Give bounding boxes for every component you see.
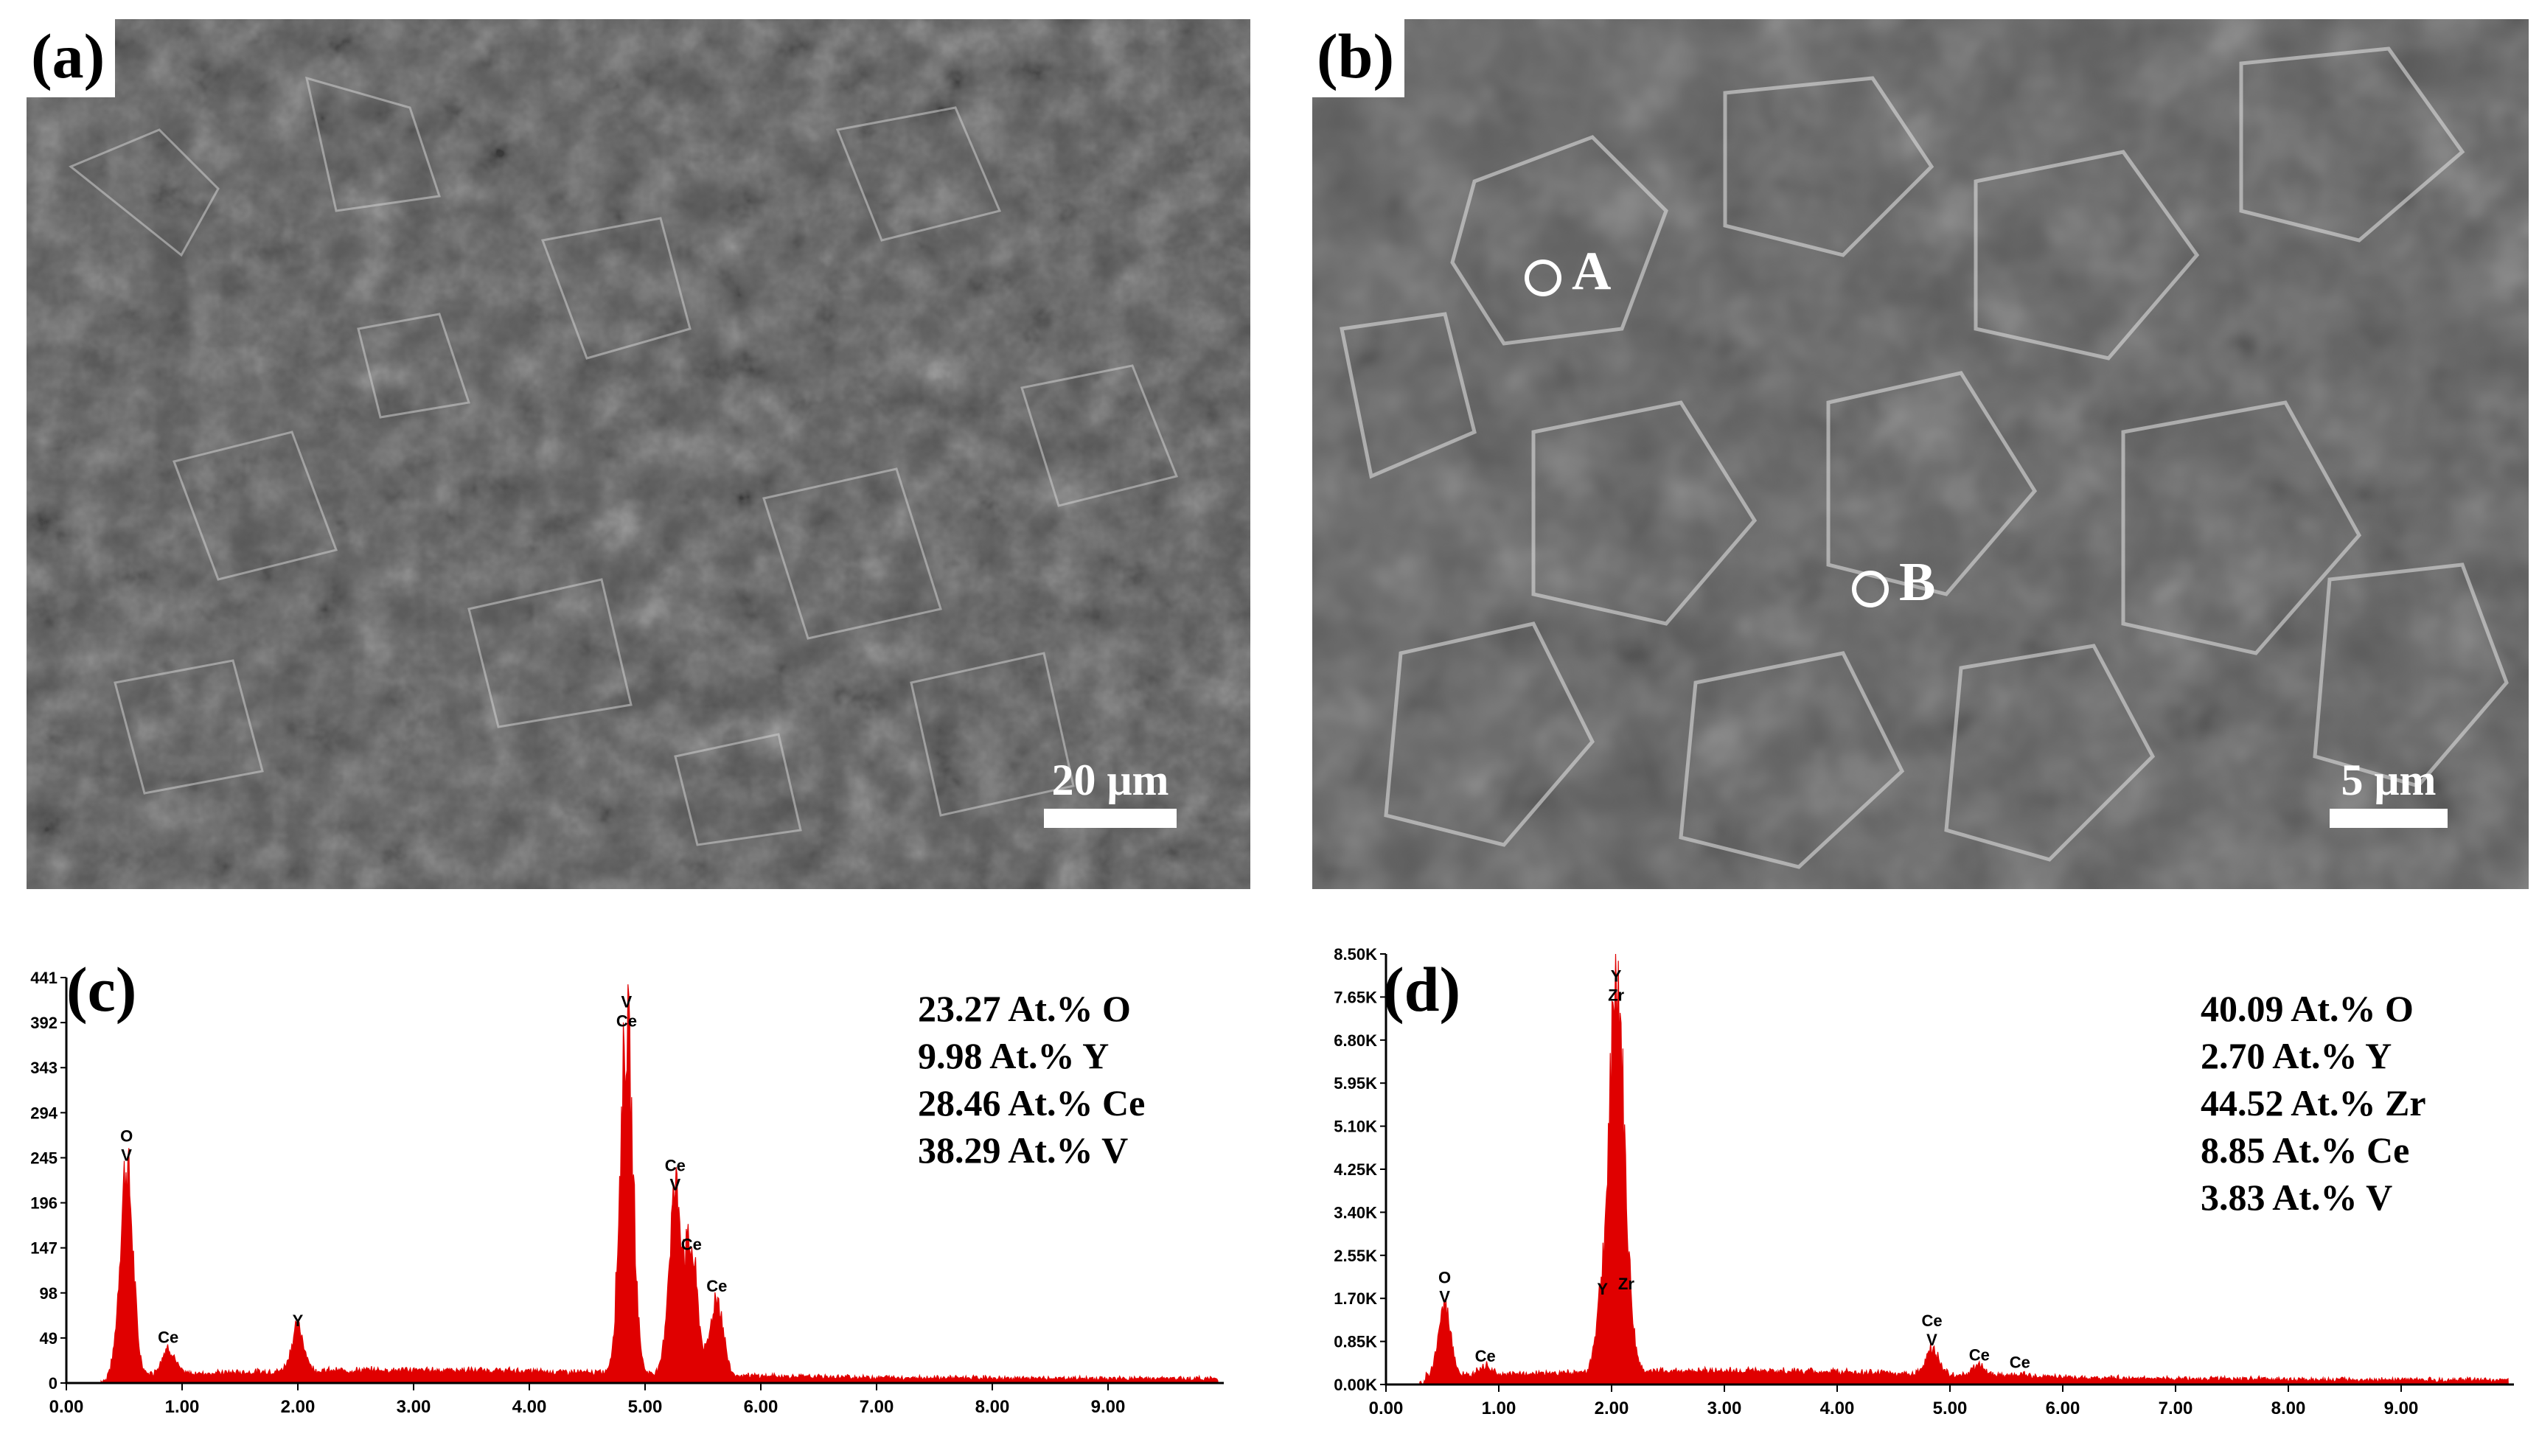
x-tick-label: 2.00: [281, 1397, 316, 1417]
x-tick-label: 4.00: [512, 1397, 547, 1417]
y-tick-label: 245: [30, 1149, 58, 1167]
x-tick-label: 6.00: [744, 1397, 779, 1417]
peak-label: O: [120, 1127, 133, 1146]
composition-line: 3.83 At.% V: [2201, 1177, 2393, 1218]
y-tick-label: 3.40K: [1334, 1203, 1377, 1222]
panel-label-b: (b): [1312, 19, 1405, 97]
x-tick-label: 8.00: [975, 1397, 1010, 1417]
y-tick-label: 7.65K: [1334, 988, 1377, 1006]
y-tick-label: 0: [49, 1374, 58, 1393]
y-tick-label: 294: [30, 1104, 58, 1122]
x-tick-label: 1.00: [165, 1397, 200, 1417]
eds-spectrum-d: 0.00 1.00 2.00 3.00 4.00 5.00 6.00 7.00 8.00 9.00…: [1305, 926, 2521, 1435]
spectrum-area: [100, 984, 1219, 1384]
x-tick-label: 7.00: [2159, 1398, 2193, 1418]
composition-line: 38.29 At.% V: [918, 1129, 1129, 1171]
scalebar-b-bar: [2330, 809, 2448, 828]
sem-image-a: (a) 20 μm: [27, 19, 1250, 889]
x-tick-label: 0.00: [1369, 1398, 1404, 1418]
peak-label: Ce: [706, 1277, 727, 1295]
scalebar-a: 20 μm: [1044, 755, 1177, 828]
y-tick-label: 4.25K: [1334, 1160, 1377, 1179]
y-tick-label: 2.55K: [1334, 1247, 1377, 1265]
peak-label: Ce: [665, 1157, 686, 1175]
y-tick-label: 5.10K: [1334, 1118, 1377, 1136]
y-tick-label: 8.50K: [1334, 945, 1377, 964]
scalebar-b: 5 μm: [2330, 755, 2448, 828]
y-tick-label: 343: [30, 1059, 58, 1077]
y-tick-label: 196: [30, 1194, 58, 1213]
peak-label: Ce: [681, 1236, 702, 1254]
y-tick-label: 1.70K: [1334, 1289, 1377, 1308]
x-tick-label: 5.00: [1933, 1398, 1968, 1418]
peak-label: Ce: [616, 1012, 637, 1031]
panel-label-c: (c): [66, 954, 137, 1025]
x-tick-label: 4.00: [1820, 1398, 1855, 1418]
x-tick-label: 6.00: [2046, 1398, 2080, 1418]
y-tick-label: 5.95K: [1334, 1074, 1377, 1093]
scalebar-a-label: 20 μm: [1051, 756, 1169, 804]
spectrum-area: [1419, 953, 2509, 1385]
panel-label-a: (a): [27, 19, 116, 97]
peak-label: Ce: [2010, 1354, 2030, 1372]
x-tick-label: 2.00: [1595, 1398, 1629, 1418]
y-tick-label: 98: [40, 1284, 58, 1303]
peak-label: Ce: [1969, 1345, 1990, 1364]
composition-line: 2.70 At.% Y: [2201, 1035, 2392, 1076]
scalebar-b-label: 5 μm: [2341, 756, 2437, 804]
peak-label: V: [1439, 1287, 1450, 1306]
peak-label: Ce: [1475, 1347, 1496, 1365]
sem-image-b: (b) A B 5 μm: [1312, 19, 2529, 889]
x-tick-label: 9.00: [2384, 1398, 2419, 1418]
composition-line: 44.52 At.% Zr: [2201, 1082, 2426, 1124]
x-tick-label: 1.00: [1482, 1398, 1516, 1418]
peak-label: V: [669, 1176, 680, 1194]
x-tick-label: 7.00: [860, 1397, 894, 1417]
peak-label: Y: [293, 1312, 304, 1330]
sem-texture-b: [1312, 19, 2529, 889]
composition-line: 9.98 At.% Y: [918, 1035, 1110, 1076]
peak-label: Zr: [1608, 986, 1624, 1005]
peak-label: V: [621, 993, 633, 1011]
panel-label-d: (d): [1383, 954, 1461, 1025]
peak-label: O: [1438, 1268, 1451, 1286]
marker-a-label: A: [1572, 241, 1612, 302]
y-tick-label: 441: [30, 969, 58, 987]
marker-a-ring: [1525, 259, 1561, 296]
composition-line: 40.09 At.% O: [2201, 988, 2414, 1029]
marker-b-ring: [1852, 571, 1889, 607]
x-tick-label: 9.00: [1091, 1397, 1126, 1417]
x-tick-label: 8.00: [2271, 1398, 2306, 1418]
y-tick-label: 0.85K: [1334, 1333, 1377, 1351]
x-tick-label: 3.00: [1707, 1398, 1742, 1418]
y-tick-label: 0.00K: [1334, 1376, 1377, 1394]
peak-label: V: [1926, 1331, 1937, 1349]
peak-label: V: [121, 1146, 132, 1165]
sem-texture-a: [27, 19, 1250, 889]
peak-label: Y: [1611, 967, 1622, 986]
composition-table-d: 40.09 At.% O 2.70 At.% Y 44.52 At.% Zr 8.85…: [2201, 985, 2426, 1221]
peak-label: Y: [1597, 1280, 1608, 1298]
y-tick-label: 147: [30, 1239, 58, 1258]
eds-spectrum-c: 0.00 1.00 2.00 3.00 4.00 5.00 6.00 7.00 8.00 9.00…: [22, 926, 1239, 1435]
scalebar-a-bar: [1044, 809, 1177, 828]
peak-label: Ce: [158, 1328, 178, 1347]
composition-line: 8.85 At.% Ce: [2201, 1129, 2410, 1171]
x-tick-label: 5.00: [628, 1397, 663, 1417]
marker-b-label: B: [1899, 552, 1936, 613]
peak-label: Ce: [1921, 1312, 1942, 1330]
y-tick-label: 6.80K: [1334, 1031, 1377, 1050]
x-tick-label: 3.00: [397, 1397, 431, 1417]
composition-line: 28.46 At.% Ce: [918, 1082, 1146, 1124]
eds-chart-d: 0.00 1.00 2.00 3.00 4.00 5.00 6.00 7.00 8.00 9.00…: [1334, 945, 2514, 1418]
y-tick-label: 392: [30, 1014, 58, 1032]
y-tick-label: 49: [40, 1329, 58, 1348]
composition-table-c: 23.27 At.% O 9.98 At.% Y 28.46 At.% Ce 38.2…: [918, 985, 1145, 1174]
x-tick-label: 0.00: [49, 1397, 84, 1417]
composition-line: 23.27 At.% O: [918, 988, 1131, 1029]
peak-label: Zr: [1618, 1275, 1634, 1293]
eds-chart-c: 0.00 1.00 2.00 3.00 4.00 5.00 6.00 7.00 8.00 9.00…: [30, 969, 1224, 1417]
